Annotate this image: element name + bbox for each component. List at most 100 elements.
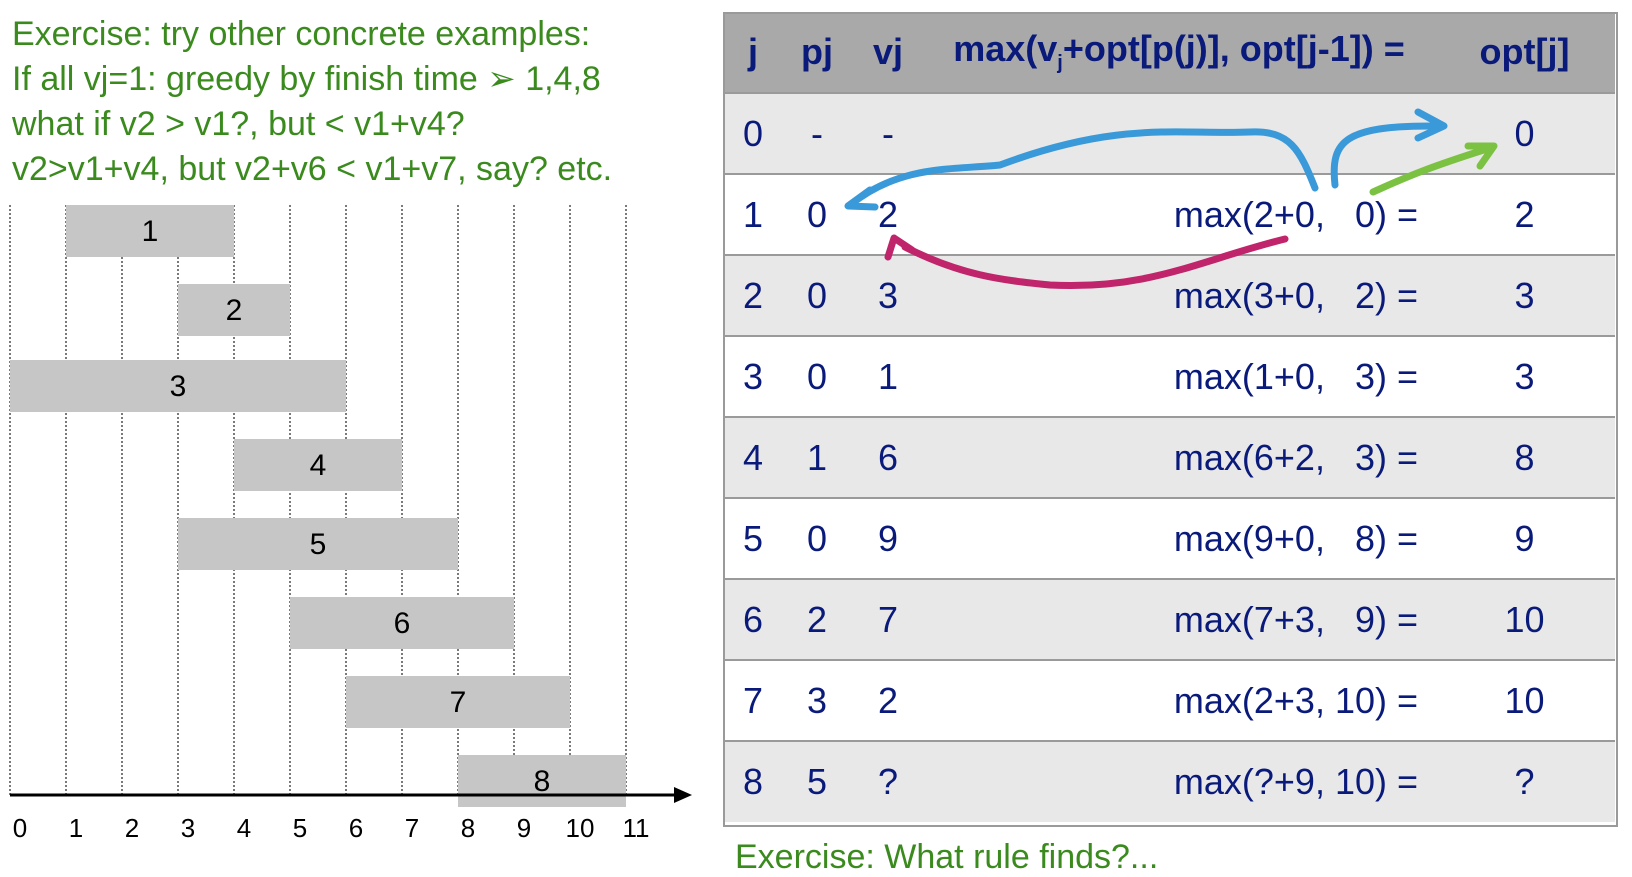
interval-label: 3 <box>170 370 187 403</box>
axis-tick-label: 0 <box>13 813 27 843</box>
cell-j: 5 <box>724 497 782 579</box>
cell-vj: 7 <box>852 578 924 660</box>
cell-max: max(6+2, 3) = <box>924 416 1434 498</box>
exercise-text: Exercise: try other concrete examples: I… <box>12 12 612 192</box>
axis-tick-label: 10 <box>566 813 595 843</box>
table-row: 8 5? max(?+9, 10) =? <box>724 740 1615 822</box>
interval-label: 7 <box>450 686 467 719</box>
cell-pj: 0 <box>782 497 852 579</box>
cell-vj: 6 <box>852 416 924 498</box>
exercise-line: what if v2 > v1?, but < v1+v4? <box>12 105 465 143</box>
cell-opt: 10 <box>1434 659 1615 741</box>
table-row: 5 0 9 max(9+0, 8) = 9 <box>724 497 1615 579</box>
table-row: 2 0 3 max(3+0, 2) = 3 <box>724 254 1615 336</box>
interval-bar <box>234 439 402 491</box>
axis-tick-label: 5 <box>293 813 307 843</box>
axis-tick-label: 11 <box>623 813 650 843</box>
cell-pj: 0 <box>782 335 852 417</box>
cell-max: max(?+9, 10) = <box>924 740 1434 822</box>
cell-vj: 2 <box>852 659 924 741</box>
axis-tick-label: 9 <box>517 813 531 843</box>
cell-opt: 2 <box>1434 173 1615 255</box>
exercise-line: If all vj=1: greedy by finish time ➢ 1,4… <box>12 60 601 98</box>
axis-tick-label: 8 <box>461 813 475 843</box>
interval-bar <box>178 518 458 570</box>
interval-label: 2 <box>226 294 243 327</box>
cell-pj: 5 <box>782 740 852 822</box>
cell-vj: ? <box>852 740 924 822</box>
cut-off-exercise-text: Exercise: What rule finds?... <box>735 838 1159 876</box>
cell-opt: 9 <box>1434 497 1615 579</box>
table-row: 1 0 2 max(2+0, 0) = 2 <box>724 173 1615 255</box>
interval-label: 6 <box>394 607 411 640</box>
interval-bar <box>10 360 346 412</box>
cell-vj: 1 <box>852 335 924 417</box>
cell-opt: 0 <box>1434 92 1615 174</box>
cell-max: max(7+3, 9) = <box>924 578 1434 660</box>
interval-label: 4 <box>310 449 327 482</box>
interval-bar <box>458 755 626 807</box>
cell-pj: 0 <box>782 254 852 336</box>
cell-j: 6 <box>724 578 782 660</box>
interval-bar <box>346 676 570 728</box>
header-pj: pj <box>782 12 852 93</box>
cell-opt: 3 <box>1434 335 1615 417</box>
cell-vj: 3 <box>852 254 924 336</box>
interval-label: 8 <box>534 765 551 798</box>
interval-label: 5 <box>310 528 327 561</box>
cell-j: 2 <box>724 254 782 336</box>
header-max-formula: max(vj+opt[p(j)], opt[j-1]) = <box>924 12 1434 93</box>
cell-pj: 3 <box>782 659 852 741</box>
axis-tick-label: 4 <box>237 813 251 843</box>
axis-tick-label: 2 <box>125 813 139 843</box>
interval-bar <box>290 597 514 649</box>
header-max-pre: max(v <box>953 28 1058 70</box>
cell-opt: 3 <box>1434 254 1615 336</box>
cell-opt: ? <box>1434 740 1615 822</box>
cell-j: 7 <box>724 659 782 741</box>
header-vj: vj <box>852 12 924 93</box>
cell-vj: - <box>852 92 924 174</box>
cell-pj: 1 <box>782 416 852 498</box>
table-row: 3 0 1 max(1+0, 3) = 3 <box>724 335 1615 417</box>
cell-j: 0 <box>724 92 782 174</box>
table-row: 0--0 <box>724 92 1615 174</box>
axis-tick-label: 6 <box>349 813 363 843</box>
cell-vj: 2 <box>852 173 924 255</box>
interval-label: 1 <box>142 215 159 248</box>
cell-max: max(2+0, 0) = <box>924 173 1434 255</box>
axis-tick-label: 1 <box>69 813 83 843</box>
table-header-row: j pj vj max(vj+opt[p(j)], opt[j-1]) = op… <box>724 12 1615 93</box>
cell-j: 3 <box>724 335 782 417</box>
cell-pj: 0 <box>782 173 852 255</box>
cell-j: 4 <box>724 416 782 498</box>
cell-j: 8 <box>724 740 782 822</box>
cell-max: max(1+0, 3) = <box>924 335 1434 417</box>
interval-bar <box>66 205 234 257</box>
axis-tick-label: 7 <box>405 813 419 843</box>
cell-pj: - <box>782 92 852 174</box>
table-row: 6 2 7 max(7+3, 9) = 10 <box>724 578 1615 660</box>
cell-max: max(9+0, 8) = <box>924 497 1434 579</box>
cell-opt: 8 <box>1434 416 1615 498</box>
cell-opt: 10 <box>1434 578 1615 660</box>
exercise-line: v2>v1+v4, but v2+v6 < v1+v7, say? etc. <box>12 150 613 188</box>
interval-bar <box>178 284 290 336</box>
header-opt: opt[j] <box>1434 12 1615 93</box>
cell-max: max(2+3, 10) = <box>924 659 1434 741</box>
cell-max: max(3+0, 2) = <box>924 254 1434 336</box>
axis-arrowhead <box>674 787 692 803</box>
exercise-line: Exercise: try other concrete examples: <box>12 15 591 53</box>
axis-tick-label: 3 <box>181 813 195 843</box>
cell-j: 1 <box>724 173 782 255</box>
header-max-sub: j <box>1057 52 1063 75</box>
cell-pj: 2 <box>782 578 852 660</box>
dp-table: j pj vj max(vj+opt[p(j)], opt[j-1]) = op… <box>724 12 1615 822</box>
table-row: 4 1 6 max(6+2, 3) = 8 <box>724 416 1615 498</box>
header-max-post: +opt[p(j)], opt[j-1]) = <box>1062 28 1405 70</box>
table-row: 7 3 2 max(2+3, 10) = 10 <box>724 659 1615 741</box>
cell-vj: 9 <box>852 497 924 579</box>
header-j: j <box>724 12 782 93</box>
cell-max <box>924 92 1434 174</box>
